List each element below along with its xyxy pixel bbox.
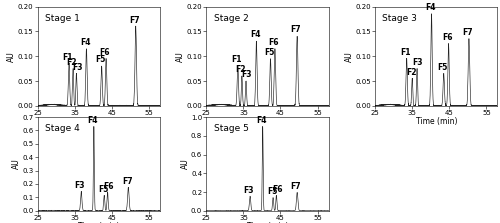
- Y-axis label: AU: AU: [12, 159, 20, 169]
- Text: F6: F6: [272, 185, 282, 194]
- X-axis label: Time (min): Time (min): [78, 118, 120, 126]
- Text: F3: F3: [242, 70, 252, 79]
- X-axis label: Time (min): Time (min): [78, 222, 120, 223]
- Text: F5: F5: [267, 187, 277, 196]
- Text: F2: F2: [406, 68, 416, 77]
- Text: F4: F4: [250, 30, 260, 39]
- X-axis label: Time (min): Time (min): [247, 118, 288, 126]
- Text: Stage 3: Stage 3: [382, 14, 418, 23]
- Text: F7: F7: [122, 177, 132, 186]
- Text: F5: F5: [264, 48, 274, 57]
- Text: F4: F4: [425, 3, 436, 12]
- Text: F6: F6: [103, 182, 114, 191]
- Text: F6: F6: [100, 48, 110, 57]
- Text: F2: F2: [236, 65, 246, 74]
- Text: F5: F5: [96, 55, 106, 64]
- Text: Stage 1: Stage 1: [45, 14, 80, 23]
- Y-axis label: AU: AU: [345, 51, 354, 62]
- Text: F3: F3: [412, 58, 423, 67]
- Text: F7: F7: [130, 16, 140, 25]
- Text: F1: F1: [400, 48, 411, 57]
- X-axis label: Time (min): Time (min): [416, 118, 457, 126]
- Text: F4: F4: [256, 116, 267, 125]
- Text: F1: F1: [62, 53, 73, 62]
- Text: F3: F3: [72, 63, 83, 72]
- Text: F4: F4: [88, 116, 98, 125]
- Text: F5: F5: [438, 63, 448, 72]
- Text: F3: F3: [244, 186, 254, 195]
- Y-axis label: AU: AU: [176, 51, 185, 62]
- Text: F7: F7: [462, 28, 473, 37]
- Text: F7: F7: [290, 25, 302, 35]
- Text: F7: F7: [290, 182, 302, 191]
- Text: Stage 2: Stage 2: [214, 14, 248, 23]
- Text: F6: F6: [442, 33, 452, 42]
- Text: F5: F5: [98, 185, 108, 194]
- Y-axis label: AU: AU: [7, 51, 16, 62]
- X-axis label: Time (min): Time (min): [247, 222, 288, 223]
- Text: F1: F1: [232, 55, 242, 64]
- Y-axis label: AU: AU: [180, 159, 190, 169]
- Text: F6: F6: [268, 38, 279, 47]
- Text: F4: F4: [80, 38, 90, 47]
- Text: Stage 4: Stage 4: [45, 124, 80, 133]
- Text: Stage 5: Stage 5: [214, 124, 248, 133]
- Text: F3: F3: [74, 181, 85, 190]
- Text: F2: F2: [66, 58, 77, 67]
